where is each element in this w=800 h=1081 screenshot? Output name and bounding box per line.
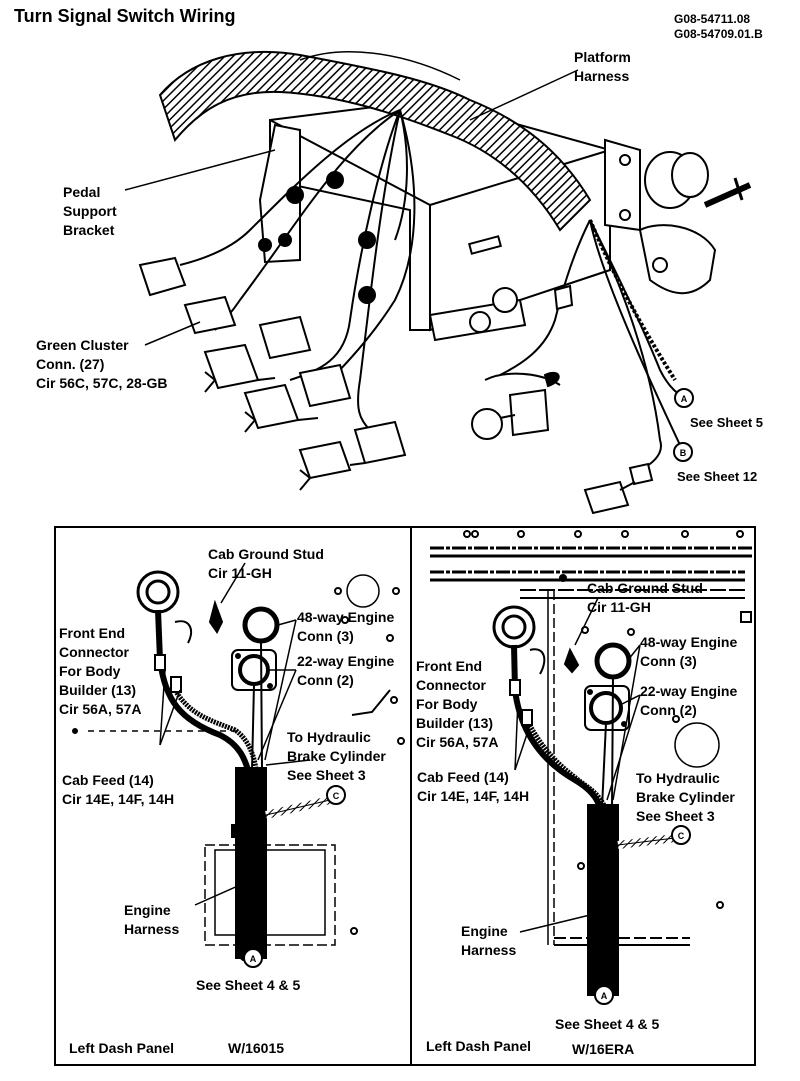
- left-conn-a: A: [250, 954, 257, 964]
- left-conn-c: C: [333, 791, 340, 801]
- top-conn-b: B: [680, 448, 687, 458]
- left-hydraulic-label: To Hydraulic Brake Cylinder See Sheet 3: [287, 729, 386, 783]
- sheet12-connector: [583, 480, 630, 515]
- right-22way-label: 22-way Engine Conn (2): [640, 683, 738, 718]
- right-footer-label: Left Dash Panel: [426, 1038, 532, 1054]
- top-conn-a: A: [681, 394, 688, 404]
- bracket-slot: [467, 235, 503, 255]
- left-front-end-label: Front End Connector For Body Builder (13…: [59, 625, 142, 717]
- left-model-label: W/16015: [228, 1040, 285, 1056]
- platform-harness-label: Platform Harness: [574, 49, 631, 84]
- green-cluster-label: Green Cluster Conn. (27) Cir 56C, 57C, 2…: [36, 337, 168, 391]
- left-panel-drawing: [72, 562, 405, 968]
- left-engine-harness: [235, 767, 267, 959]
- see-sheet-5-label: See Sheet 5: [690, 415, 763, 430]
- platform-harness-drawing: [124, 51, 752, 515]
- left-cab-feed-label: Cab Feed (14) Cir 14E, 14F, 14H: [62, 772, 175, 807]
- page-title: Turn Signal Switch Wiring: [14, 6, 236, 26]
- right-model-label: W/16ERA: [572, 1041, 635, 1057]
- left-48way-label: 48-way Engine Conn (3): [297, 609, 395, 644]
- right-front-end-label: Front End Connector For Body Builder (13…: [416, 658, 499, 750]
- right-cab-feed-label: Cab Feed (14) Cir 14E, 14F, 14H: [417, 769, 530, 804]
- left-cab-ground-label: Cab Ground Stud Cir 11-GH: [208, 546, 324, 581]
- connector-block: [138, 256, 187, 297]
- left-footer-label: Left Dash Panel: [69, 1040, 175, 1056]
- see-sheet-12-label: See Sheet 12: [677, 469, 758, 484]
- green-cluster-conn: [183, 295, 237, 335]
- left-see-sheet-45-label: See Sheet 4 & 5: [196, 977, 301, 993]
- right-hydraulic-label: To Hydraulic Brake Cylinder See Sheet 3: [636, 770, 735, 824]
- drawing-code-2: G08-54709.01.B: [674, 27, 763, 41]
- right-48way-label: 48-way Engine Conn (3): [640, 634, 738, 669]
- right-conn-a: A: [601, 991, 608, 1001]
- turn-signal-switch: [604, 138, 641, 232]
- right-engine-harness-label: Engine Harness: [461, 923, 517, 958]
- pedal-bracket-label: Pedal Support Bracket: [63, 184, 117, 238]
- right-see-sheet-45-label: See Sheet 4 & 5: [555, 1016, 660, 1032]
- right-conn-c: C: [678, 831, 685, 841]
- switch-lever: [703, 182, 752, 208]
- right-panel-frame: [410, 526, 756, 1066]
- right-cab-ground-label: Cab Ground Stud Cir 11-GH: [587, 580, 703, 615]
- right-panel-drawing: [430, 530, 752, 1005]
- left-22way-label: 22-way Engine Conn (2): [297, 653, 395, 688]
- left-engine-harness-label: Engine Harness: [124, 902, 180, 937]
- drawing-code-1: G08-54711.08: [674, 12, 751, 26]
- right-engine-harness: [587, 804, 619, 996]
- platform-harness: [158, 51, 592, 232]
